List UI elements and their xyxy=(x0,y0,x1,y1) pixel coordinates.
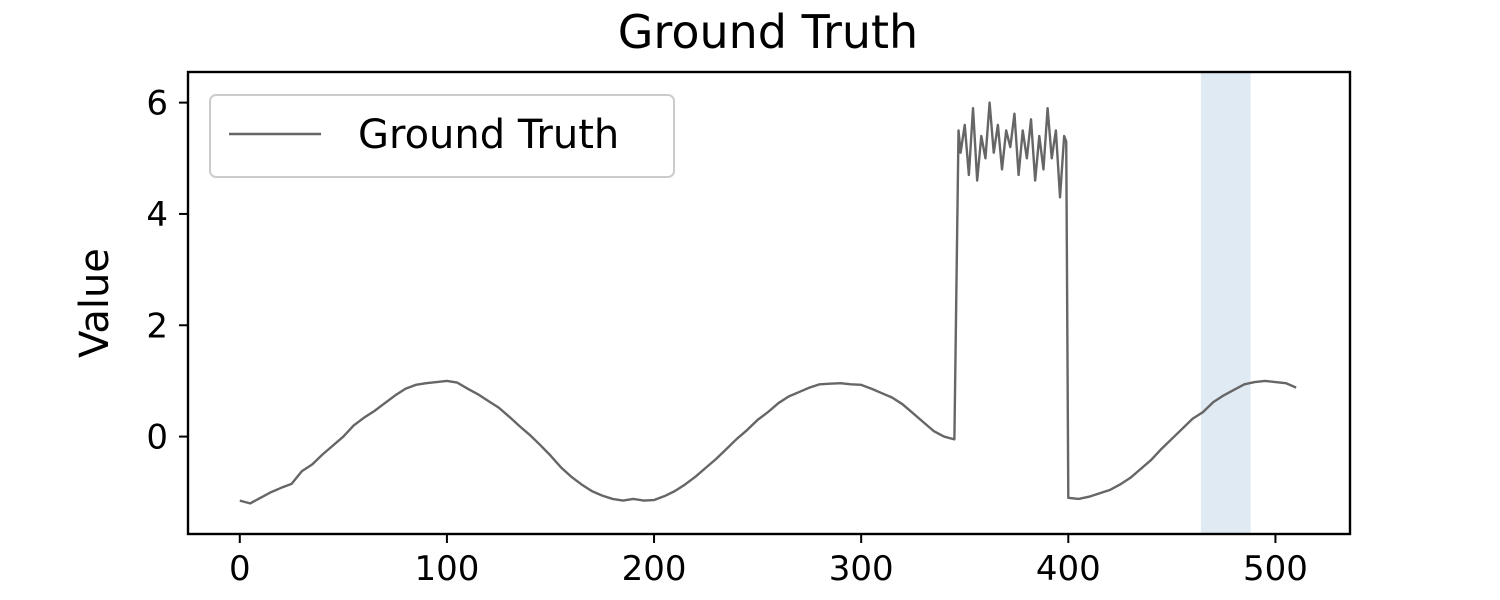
series-line-1 xyxy=(239,101,1297,505)
plot-area xyxy=(239,72,1297,534)
x-tick-label: 400 xyxy=(1036,549,1101,589)
y-tick-label: 2 xyxy=(146,306,168,346)
y-tick-label: 4 xyxy=(146,195,168,235)
x-tick-label: 0 xyxy=(229,549,251,589)
legend: Ground Truth xyxy=(209,94,675,178)
x-tick-label: 500 xyxy=(1243,549,1308,589)
x-tick-label: 300 xyxy=(829,549,894,589)
y-tick-label: 6 xyxy=(146,84,168,124)
x-tick-label: 100 xyxy=(414,549,479,589)
y-axis-label: Value xyxy=(72,248,118,358)
chart-title: Ground Truth xyxy=(618,5,918,59)
highlight-span xyxy=(1200,72,1251,534)
axes-frame xyxy=(186,70,1352,536)
x-tick-label: 200 xyxy=(622,549,687,589)
y-tick-label: 0 xyxy=(146,418,168,458)
legend-box xyxy=(209,94,675,178)
axes: 0 100 200 300 400 500 0 2 4 6 xyxy=(146,70,1352,589)
legend-label-1: Ground Truth xyxy=(358,112,619,158)
